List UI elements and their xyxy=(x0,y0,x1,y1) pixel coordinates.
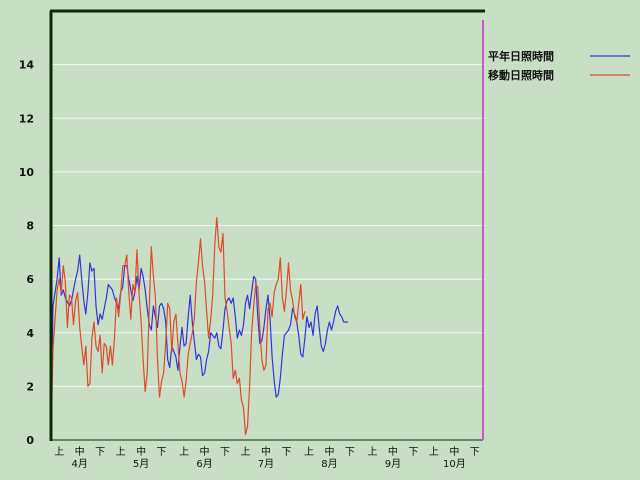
legend-label: 移動日照時間 xyxy=(488,68,554,82)
x-tick-label: 下 xyxy=(157,447,167,458)
x-tick-label: 上 xyxy=(241,446,251,458)
x-axis-month-labels: 4月 5月 6月 7月 8月 9月 10月 xyxy=(71,458,465,470)
x-month-label: 6月 xyxy=(196,458,212,470)
legend-label: 平年日照時間 xyxy=(488,49,554,63)
x-month-label: 8月 xyxy=(321,458,337,470)
x-tick-label: 下 xyxy=(470,447,480,458)
x-month-label: 10月 xyxy=(443,458,466,470)
y-tick-label: 12 xyxy=(19,112,34,125)
x-tick-label: 上 xyxy=(116,446,126,458)
x-tick-label: 中 xyxy=(449,445,459,458)
x-tick-label: 下 xyxy=(408,447,418,458)
y-tick-label: 0 xyxy=(26,434,34,447)
x-tick-label: 下 xyxy=(281,447,291,458)
chart-grid xyxy=(51,64,485,387)
y-tick-label: 14 xyxy=(19,59,35,72)
chart-series xyxy=(50,216,348,441)
series-line-2 xyxy=(50,216,306,441)
x-month-label: 9月 xyxy=(385,458,401,470)
y-tick-label: 8 xyxy=(26,220,34,233)
y-tick-label: 4 xyxy=(26,327,34,340)
x-tick-label: 上 xyxy=(54,446,64,458)
x-tick-label: 中 xyxy=(261,445,271,458)
x-tick-label: 中 xyxy=(324,445,334,458)
series-line-1 xyxy=(50,254,348,441)
x-tick-label: 下 xyxy=(95,447,105,458)
y-tick-label: 2 xyxy=(26,380,34,393)
x-tick-label: 上 xyxy=(304,446,314,458)
x-tick-label: 下 xyxy=(345,447,355,458)
x-tick-label: 中 xyxy=(136,445,146,458)
chart-frame xyxy=(49,9,485,441)
x-tick-label: 中 xyxy=(200,445,210,458)
y-tick-label: 6 xyxy=(26,273,34,286)
x-tick-label: 下 xyxy=(220,447,230,458)
x-month-label: 5月 xyxy=(133,458,149,470)
x-tick-label: 上 xyxy=(367,446,377,458)
x-month-label: 7月 xyxy=(258,458,274,470)
x-tick-label: 中 xyxy=(75,445,85,458)
x-axis-ticks: 上中下上中下上中下上中下上中下上中下上中下 xyxy=(54,445,480,458)
y-axis-ticks: 0 2 4 6 8 10 12 14 xyxy=(19,59,35,447)
x-tick-label: 中 xyxy=(388,445,398,458)
x-tick-label: 上 xyxy=(429,446,439,458)
x-month-label: 4月 xyxy=(71,458,87,470)
x-tick-label: 上 xyxy=(179,446,189,458)
y-tick-label: 10 xyxy=(19,166,35,179)
